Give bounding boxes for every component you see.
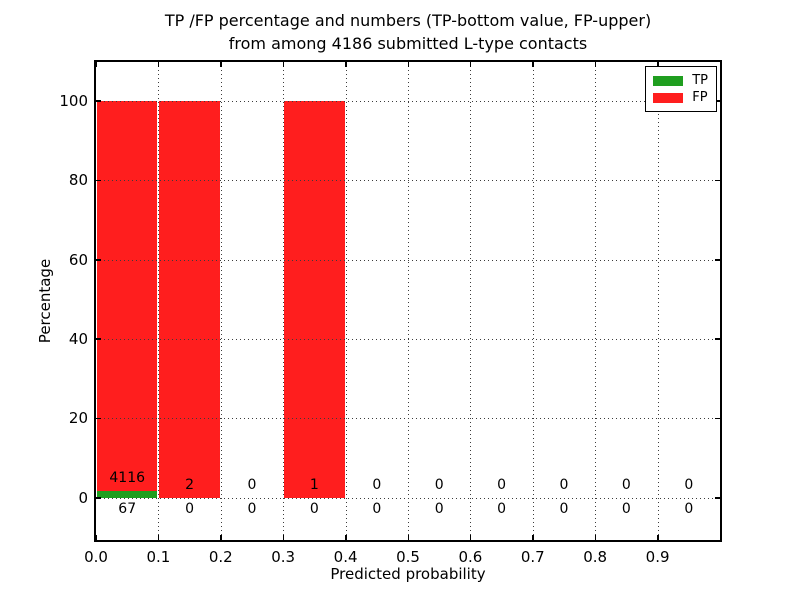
tp-count-label: 0 — [247, 500, 257, 517]
tp-count-label: 0 — [497, 500, 507, 517]
tp-count-label: 0 — [434, 500, 444, 517]
y-tick-mark — [96, 417, 101, 420]
fp-count-label: 0 — [497, 476, 507, 493]
x-tick-label: 0.7 — [520, 548, 545, 566]
x-tick-mark — [469, 62, 472, 67]
fp-bar — [159, 100, 220, 498]
legend-item-tp: TP — [653, 72, 708, 89]
y-tick-mark — [96, 259, 101, 261]
x-tick-mark — [282, 62, 285, 67]
tp-count-label: 67 — [118, 500, 137, 517]
x-tick-mark — [95, 535, 97, 540]
x-tick-mark — [345, 535, 347, 540]
x-tick-mark — [407, 535, 409, 540]
x-tick-label: 0.5 — [396, 548, 420, 566]
v-gridline — [283, 62, 285, 540]
x-tick-label: 0.0 — [84, 548, 108, 566]
x-tick-mark — [220, 535, 222, 540]
x-tick-label: 0.1 — [146, 548, 171, 566]
x-tick-mark — [220, 62, 222, 67]
x-tick-label: 0.3 — [271, 548, 296, 566]
y-tick-mark — [715, 338, 720, 340]
tp-swatch-icon — [653, 75, 684, 86]
y-tick-label: 0 — [78, 488, 88, 507]
y-tick-mark — [715, 100, 720, 102]
fp-bar — [97, 100, 158, 492]
fp-count-label: 0 — [559, 476, 569, 493]
x-tick-mark — [469, 535, 472, 540]
x-tick-mark — [95, 62, 97, 67]
tp-count-label: 0 — [185, 500, 195, 517]
y-tick-mark — [96, 100, 101, 102]
v-gridline — [657, 62, 659, 540]
fp-count-label: 2 — [185, 476, 195, 493]
x-tick-mark — [282, 535, 285, 540]
legend: TP FP — [645, 66, 717, 112]
x-tick-label: 0.6 — [458, 548, 483, 566]
fp-count-label: 0 — [372, 476, 382, 493]
fp-count-label: 4116 — [109, 470, 146, 487]
tp-count-label: 0 — [309, 500, 319, 517]
y-tick-mark — [715, 259, 720, 261]
y-tick-mark — [715, 417, 720, 420]
fp-count-label: 0 — [434, 476, 444, 493]
y-tick-mark — [96, 179, 101, 182]
y-tick-label: 40 — [68, 329, 88, 348]
tp-count-label: 0 — [559, 500, 569, 517]
chart-title: TP /FP percentage and numbers (TP-bottom… — [96, 9, 720, 55]
x-tick-mark — [157, 535, 160, 540]
legend-label-fp: FP — [692, 90, 708, 105]
plot-area: TP FP 4116 67 2 0 0 0 1 0 0 0 0 0 0 0 0 0 0 0 0 0 — [94, 60, 722, 542]
chart-title-line2: from among 4186 submitted L-type contact… — [228, 34, 588, 53]
y-tick-mark — [96, 338, 101, 340]
tp-count-label: 0 — [684, 500, 694, 517]
chart-title-line1: TP /FP percentage and numbers (TP-bottom… — [164, 11, 652, 30]
x-tick-mark — [407, 62, 409, 67]
y-tick-label: 20 — [68, 409, 88, 428]
x-tick-label: 0.4 — [333, 548, 358, 566]
v-gridline — [408, 62, 409, 540]
y-tick-mark — [715, 497, 720, 499]
v-gridline — [532, 62, 534, 540]
fp-count-label: 0 — [247, 476, 257, 493]
v-gridline — [345, 62, 347, 540]
tp-count-label: 0 — [621, 500, 631, 517]
legend-label-tp: TP — [692, 73, 708, 88]
fp-bar — [284, 100, 345, 498]
y-tick-label: 60 — [68, 250, 88, 269]
y-tick-mark — [96, 497, 101, 499]
x-tick-mark — [657, 535, 659, 540]
x-tick-label: 0.8 — [583, 548, 608, 566]
v-gridline — [220, 62, 222, 540]
x-axis-label: Predicted probability — [330, 565, 486, 583]
x-tick-mark — [657, 62, 659, 67]
y-tick-label: 100 — [59, 91, 88, 110]
v-gridline — [470, 62, 472, 540]
fp-swatch-icon — [653, 92, 684, 103]
y-tick-mark — [715, 179, 720, 182]
x-tick-mark — [345, 62, 347, 67]
x-tick-mark — [594, 62, 597, 67]
fp-count-label: 0 — [621, 476, 631, 493]
x-tick-mark — [157, 62, 160, 67]
legend-item-fp: FP — [653, 89, 708, 106]
x-tick-mark — [594, 535, 597, 540]
tp-bar — [97, 491, 158, 498]
v-gridline — [158, 62, 160, 540]
x-tick-mark — [532, 62, 534, 67]
v-gridline — [595, 62, 597, 540]
y-tick-label: 80 — [68, 171, 88, 190]
x-tick-label: 0.2 — [208, 548, 233, 566]
x-tick-mark — [532, 535, 534, 540]
tp-count-label: 0 — [372, 500, 382, 517]
fp-count-label: 0 — [684, 476, 694, 493]
x-tick-label: 0.9 — [645, 548, 670, 566]
fp-count-label: 1 — [309, 476, 319, 493]
